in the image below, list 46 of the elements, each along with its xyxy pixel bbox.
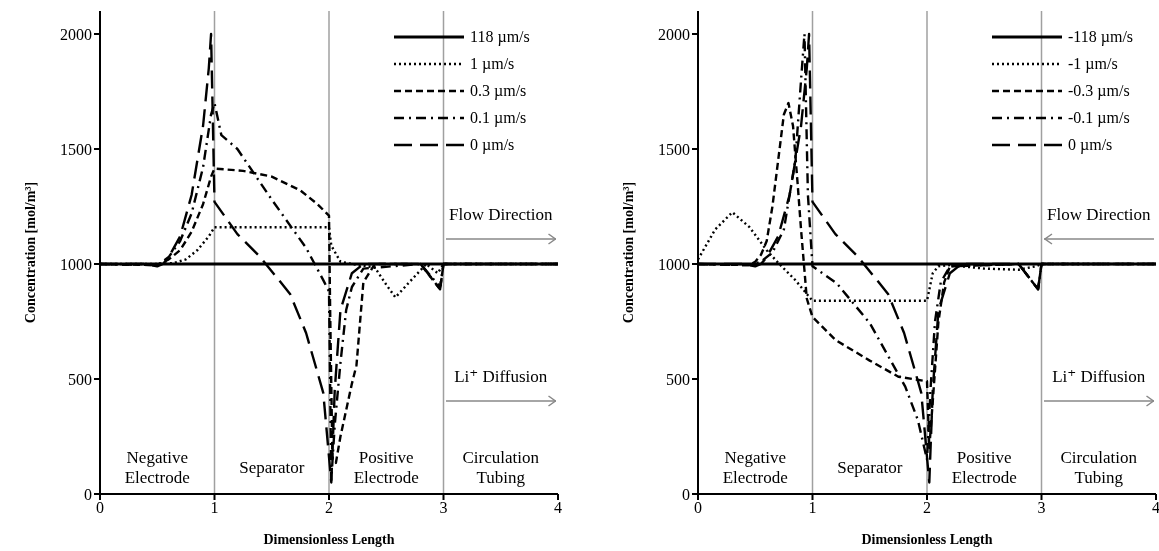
x-tick-label: 4	[1152, 499, 1159, 517]
x-tick-label: 0	[96, 499, 104, 517]
y-tick-label: 1500	[658, 140, 690, 158]
x-tick-label: 2	[923, 499, 931, 517]
y-tick-label: 1000	[60, 255, 92, 273]
legend-label: -0.3 µm/s	[1068, 81, 1131, 100]
legend-label: 0.3 µm/s	[470, 81, 528, 100]
legend-label: 1 µm/s	[470, 54, 516, 73]
x-tick-label: 1	[210, 499, 219, 517]
annotation: Circulation Tubing	[1059, 447, 1138, 488]
annotation: Separator	[238, 456, 306, 479]
x-axis-title: Dimensionless Length	[861, 532, 993, 547]
legend-label: 0.1 µm/s	[470, 108, 528, 127]
x-tick-label: 0	[694, 499, 702, 517]
y-tick-label: 1500	[60, 140, 92, 158]
annotation: Li⁺ Diffusion	[1051, 365, 1147, 388]
y-tick-label: 500	[68, 370, 92, 388]
legend-label: 0 µm/s	[1068, 135, 1114, 154]
y-tick-label: 2000	[658, 25, 690, 43]
y-tick-label: 1000	[658, 255, 690, 273]
annotation: Positive Electrode	[950, 447, 1018, 488]
annotation: Circulation Tubing	[461, 447, 540, 488]
x-tick-label: 3	[439, 499, 448, 517]
annotation: Negative Electrode	[123, 447, 191, 488]
annotation: Separator	[836, 456, 904, 479]
y-tick-label: 0	[84, 485, 92, 503]
x-tick-label: 4	[554, 499, 562, 517]
x-axis-title: Dimensionless Length	[263, 532, 395, 547]
annotation: Flow Direction	[448, 203, 554, 226]
annotation: Li⁺ Diffusion	[453, 365, 549, 388]
annotation: Flow Direction	[1046, 203, 1152, 226]
legend-label: -1 µm/s	[1068, 54, 1119, 73]
x-tick-label: 1	[808, 499, 817, 517]
x-tick-label: 3	[1037, 499, 1046, 517]
legend-label: -0.1 µm/s	[1068, 108, 1131, 127]
x-tick-label: 2	[325, 499, 333, 517]
annotation: Positive Electrode	[352, 447, 420, 488]
y-tick-label: 0	[682, 485, 690, 503]
legend-label: 0 µm/s	[470, 135, 516, 154]
y-axis-title: Concentration [mol/m³]	[22, 181, 38, 324]
legend-label: -118 µm/s	[1068, 27, 1135, 46]
y-tick-label: 2000	[60, 25, 92, 43]
annotation: Negative Electrode	[721, 447, 789, 488]
y-axis-title: Concentration [mol/m³]	[620, 181, 636, 324]
legend-label: 118 µm/s	[470, 27, 531, 46]
y-tick-label: 500	[666, 370, 690, 388]
